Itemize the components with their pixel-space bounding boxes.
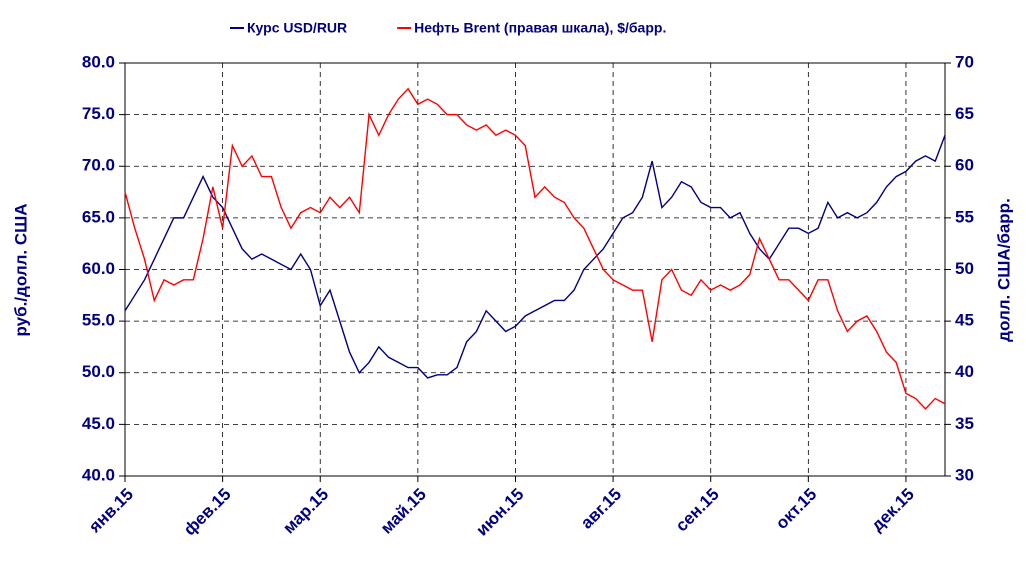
y2-tick-label: 30 [955,465,974,484]
y2-tick-label: 50 [955,259,974,278]
x-tick-label: дек.15 [867,485,917,535]
y2-tick-label: 60 [955,156,974,175]
x-tick-label: июн.15 [472,485,527,540]
y-tick-label: 65.0 [82,207,115,226]
y2-tick-label: 65 [955,104,974,123]
legend-label: Курс USD/RUR [247,20,347,36]
y-tick-label: 80.0 [82,52,115,71]
line-series [124,87,946,410]
y-tick-label: 60.0 [82,259,115,278]
y2-tick-label: 40 [955,362,974,381]
plot-frame [124,62,946,477]
y-axis-label: руб./долл. США [11,204,30,337]
y-tick-label: 75.0 [82,104,115,123]
x-tick-label: сен.15 [672,485,723,536]
y-tick-label: 70.0 [82,156,115,175]
y-tick-label: 40.0 [82,465,115,484]
x-tick-label: май.15 [377,485,430,538]
x-tick-label: фев.15 [180,485,235,540]
line-series [124,135,946,379]
y2-tick-label: 45 [955,311,974,330]
legend-label: Нефть Brent (правая шкала), $/барр. [414,20,666,36]
y2-tick-label: 55 [955,207,974,226]
y-tick-label: 50.0 [82,362,115,381]
x-tick-label: янв.15 [84,485,137,538]
y2-axis-label: долл. США/барр. [994,198,1013,342]
y-tick-label: 55.0 [82,311,115,330]
x-tick-label: авг.15 [577,485,625,533]
y-tick-label: 45.0 [82,414,115,433]
y2-tick-label: 35 [955,414,974,433]
y2-tick-label: 70 [955,52,974,71]
x-tick-label: мар.15 [279,485,332,538]
x-tick-label: окт.15 [772,485,820,533]
